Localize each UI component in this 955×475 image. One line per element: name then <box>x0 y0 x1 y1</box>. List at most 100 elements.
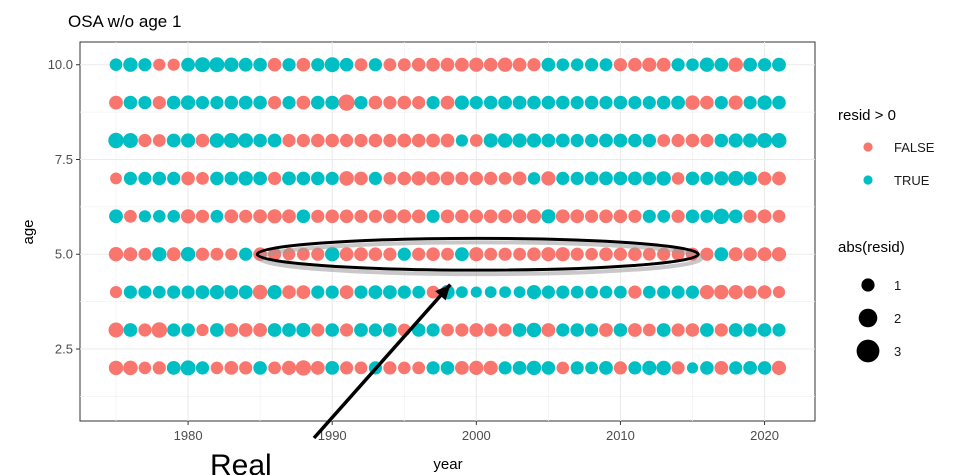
data-point <box>152 171 167 186</box>
data-point <box>311 95 325 110</box>
data-point <box>151 322 168 338</box>
annotation-ellipse <box>255 236 700 272</box>
data-point <box>455 134 468 147</box>
data-point <box>354 133 368 148</box>
data-point <box>282 96 296 110</box>
data-point <box>282 133 296 148</box>
data-point <box>411 57 426 72</box>
data-points <box>108 57 787 376</box>
data-point <box>671 58 685 72</box>
data-point <box>599 323 613 337</box>
data-point <box>456 286 468 298</box>
data-point <box>570 58 584 71</box>
data-point <box>109 58 123 71</box>
data-point <box>426 285 440 299</box>
legend-true-key <box>863 175 873 185</box>
data-point <box>296 95 311 110</box>
data-point <box>397 171 412 186</box>
data-point <box>426 209 440 223</box>
data-point <box>354 361 368 375</box>
data-point <box>585 209 599 223</box>
y-tick-label: 5.0 <box>55 247 73 262</box>
data-point <box>397 247 411 261</box>
data-point <box>383 247 397 261</box>
data-point <box>628 96 642 110</box>
data-point <box>123 360 138 376</box>
data-point <box>772 286 786 299</box>
data-point <box>138 285 152 299</box>
data-point <box>398 361 411 375</box>
data-point <box>167 323 181 337</box>
data-point <box>671 323 685 337</box>
data-point <box>411 171 426 186</box>
data-point <box>108 247 124 262</box>
data-point <box>469 57 484 72</box>
data-point <box>656 360 671 376</box>
data-point <box>210 247 224 261</box>
data-point <box>642 285 656 299</box>
data-point <box>339 171 354 186</box>
data-point <box>454 95 469 110</box>
data-point <box>772 209 786 223</box>
x-axis-label: year <box>433 456 462 473</box>
data-point <box>714 57 729 72</box>
data-point <box>585 247 598 261</box>
data-point <box>642 323 656 337</box>
data-point <box>455 247 469 262</box>
data-point <box>499 286 511 298</box>
data-point <box>685 133 700 148</box>
data-point <box>181 171 195 186</box>
data-point <box>728 170 744 186</box>
data-point <box>613 95 628 110</box>
data-point <box>555 209 570 224</box>
data-point <box>153 210 166 223</box>
data-point <box>498 172 512 185</box>
data-point <box>455 209 469 224</box>
data-point <box>180 95 196 110</box>
data-point <box>296 322 311 338</box>
data-point <box>757 209 772 224</box>
color-legend: resid > 0 FALSE TRUE <box>838 107 935 188</box>
data-point <box>541 323 556 337</box>
data-point <box>642 360 657 375</box>
data-point <box>223 133 239 148</box>
data-point <box>368 209 382 223</box>
data-point <box>613 247 628 261</box>
data-point <box>613 323 628 337</box>
axis-ticks: 1980 1990 2000 2010 2020 2.5 5.0 7.5 10.0 <box>48 57 779 443</box>
data-point <box>498 209 512 224</box>
data-point <box>743 247 757 261</box>
data-point <box>224 95 239 110</box>
data-point <box>166 133 181 148</box>
data-point <box>138 247 152 261</box>
data-point <box>426 361 440 375</box>
data-point <box>484 247 498 261</box>
data-point <box>556 285 570 299</box>
data-point <box>311 209 325 223</box>
data-point <box>512 171 527 186</box>
data-point <box>541 171 556 186</box>
size-label-3: 3 <box>894 344 901 359</box>
data-point <box>339 57 354 72</box>
data-point <box>166 361 181 375</box>
data-point <box>109 209 123 224</box>
data-point <box>383 323 397 337</box>
data-point <box>209 285 224 300</box>
data-point <box>354 58 368 72</box>
data-point <box>455 361 469 375</box>
data-point <box>613 133 628 148</box>
data-point <box>282 285 296 299</box>
size-legend: abs(resid) 1 2 3 <box>838 239 905 363</box>
size-key-3 <box>856 339 880 363</box>
data-point <box>513 247 526 261</box>
data-point <box>455 323 469 337</box>
data-point <box>772 171 786 186</box>
data-point <box>282 58 296 72</box>
data-point <box>195 96 210 110</box>
data-point <box>743 323 757 337</box>
data-point <box>267 133 282 148</box>
data-point <box>210 361 224 375</box>
data-point <box>122 133 138 148</box>
x-tick-label: 2020 <box>750 428 779 443</box>
data-point <box>267 57 282 72</box>
